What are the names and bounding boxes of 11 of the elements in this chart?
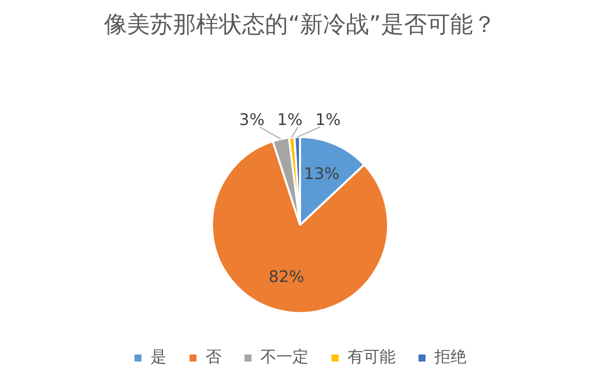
legend-label: 是 <box>150 347 166 366</box>
legend-label: 拒绝 <box>434 347 466 366</box>
chart-title: 像美苏那样状态的“新冷战”是否可能？ <box>103 11 497 40</box>
data-label: 82% <box>268 267 304 286</box>
legend-label: 不一定 <box>260 347 308 366</box>
legend-label: 否 <box>206 347 222 366</box>
data-label: 3% <box>239 110 265 130</box>
data-label: 13% <box>304 164 340 184</box>
legend-label: 有可能 <box>348 347 396 366</box>
data-label: 1% <box>315 110 341 130</box>
data-label: 1% <box>277 110 303 130</box>
